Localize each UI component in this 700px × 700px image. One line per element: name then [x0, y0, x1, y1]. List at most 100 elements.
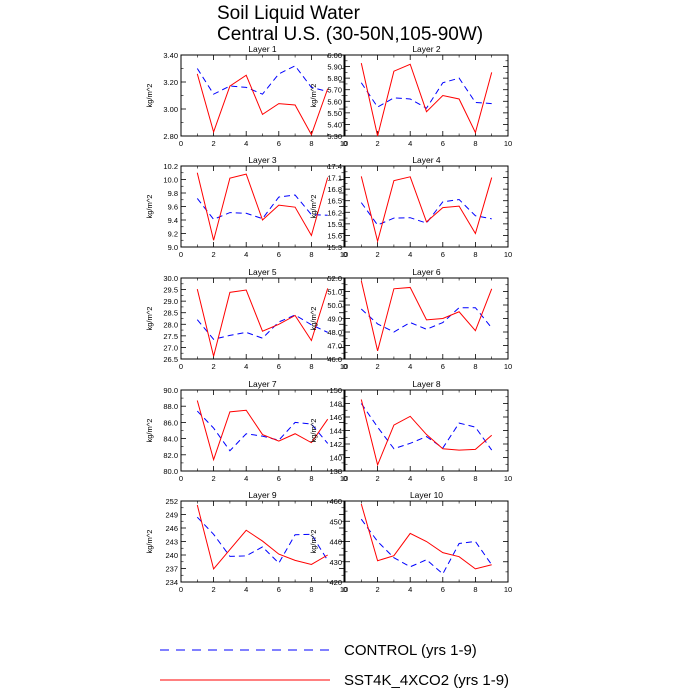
y-tick-label: 5.60 [327, 97, 342, 106]
x-tick-label: 10 [504, 250, 512, 259]
data-point-control [377, 106, 378, 107]
y-tick-label: 27.5 [163, 332, 178, 341]
plot-frame [180, 54, 345, 137]
data-point-control [361, 202, 362, 203]
data-point-control [262, 338, 263, 339]
x-tick-label: 2 [212, 139, 216, 148]
data-point-control [295, 194, 296, 195]
panel-layer-1: Layer 1 0 2 4 6 8 10 2.80 3.00 3.20 3.40 kg/m^2 [145, 44, 348, 148]
y-axis-label: kg/m^2 [309, 195, 318, 219]
x-tick-label: 10 [340, 362, 348, 371]
data-point-control [426, 436, 427, 437]
data-point-experiment [410, 64, 411, 65]
data-point-control [278, 196, 279, 197]
y-tick-label: 88.0 [163, 402, 178, 411]
panel-title: Layer 2 [412, 44, 441, 54]
panel-layer-7: Layer 7 0 2 4 6 8 10 80.0 82.0 84.0 86.0 88.0 90.0 kg… [145, 379, 348, 483]
y-tick-label: 50.0 [327, 301, 342, 310]
panel-layer-6: Layer 60 2 4 6 8 1046.047.048.049.050.051.052… [309, 267, 512, 371]
x-tick-label: 6 [277, 362, 281, 371]
data-point-experiment [278, 205, 279, 206]
y-tick-label: 246 [165, 524, 178, 533]
data-point-control [426, 108, 427, 109]
series-line-experiment [360, 176, 493, 244]
y-tick-label: 16.2 [327, 208, 342, 217]
data-point-experiment [410, 416, 411, 417]
x-tick-label: 6 [441, 585, 445, 594]
data-point-experiment [262, 540, 263, 541]
data-point-control [278, 563, 279, 564]
data-point-experiment [491, 72, 492, 73]
y-tick-label: 9.4 [168, 216, 178, 225]
y-tick-label: 51.0 [327, 288, 342, 297]
data-point-control [442, 82, 443, 83]
data-point-control [475, 102, 476, 103]
panel-layer-9: Layer 90 2 4 6 8 10234237240243246249252kg/m^… [145, 490, 348, 594]
y-tick-label: 142 [329, 440, 342, 449]
y-tick-label: 9.8 [168, 189, 178, 198]
data-point-experiment [311, 134, 312, 135]
data-point-control [229, 556, 230, 557]
data-point-experiment [442, 448, 443, 449]
x-tick-label: 10 [340, 250, 348, 259]
data-point-experiment [197, 504, 198, 505]
data-point-experiment [459, 311, 460, 312]
x-tick-label: 8 [473, 250, 477, 259]
y-tick-label: 243 [165, 538, 178, 547]
series-line-experiment [360, 503, 492, 570]
data-point-control [213, 339, 214, 340]
y-tick-label: 5.40 [327, 120, 342, 129]
x-tick-label: 0 [343, 139, 347, 148]
data-point-control [426, 222, 427, 223]
data-point-control [262, 546, 263, 547]
series-line-experiment [360, 62, 493, 137]
data-point-experiment [197, 172, 198, 173]
series-line-control [196, 314, 328, 340]
series-line-experiment [196, 400, 329, 462]
x-tick-label: 8 [309, 250, 313, 259]
x-tick-label: 4 [244, 139, 248, 148]
data-point-control [475, 427, 476, 428]
x-tick-label: 8 [309, 474, 313, 483]
y-tick-label: 6.00 [327, 51, 342, 60]
data-point-experiment [213, 240, 214, 241]
y-tick-label: 10.2 [163, 162, 178, 171]
data-point-experiment [491, 288, 492, 289]
panel-layer-2: Layer 20 2 4 6 8 105.305.405.505.605.705.805.… [309, 44, 512, 148]
data-point-experiment [229, 411, 230, 412]
data-point-experiment [278, 103, 279, 104]
x-tick-label: 4 [408, 474, 412, 483]
data-point-control [246, 87, 247, 88]
x-tick-label: 4 [244, 362, 248, 371]
data-point-experiment [426, 319, 427, 320]
x-tick-label: 2 [376, 474, 380, 483]
y-axis-label: kg/m^2 [145, 195, 154, 219]
data-point-experiment [295, 560, 296, 561]
x-tick-label: 8 [473, 585, 477, 594]
data-point-experiment [393, 555, 394, 556]
data-point-control [491, 327, 492, 328]
data-point-experiment [475, 568, 476, 569]
data-point-control [197, 198, 198, 199]
series-line-control [196, 410, 329, 452]
data-point-experiment [229, 85, 230, 86]
y-tick-label: 17.1 [327, 174, 342, 183]
y-tick-label: 9.0 [168, 243, 178, 252]
data-point-experiment [426, 541, 427, 542]
data-point-control [491, 449, 492, 450]
data-point-experiment [442, 207, 443, 208]
y-tick-label: 460 [329, 497, 342, 506]
y-tick-label: 90.0 [163, 386, 178, 395]
data-point-control [377, 427, 378, 428]
data-point-experiment [246, 289, 247, 290]
data-point-control [410, 322, 411, 323]
y-tick-label: 2.80 [163, 132, 178, 141]
y-tick-label: 5.90 [327, 63, 342, 72]
series-line-control [360, 403, 493, 451]
panel-title: Layer 6 [412, 267, 441, 277]
data-point-experiment [262, 434, 263, 435]
y-tick-label: 52.0 [327, 274, 342, 283]
y-tick-label: 249 [165, 511, 178, 520]
data-point-control [377, 323, 378, 324]
legend-control-label: CONTROL (yrs 1-9) [344, 642, 477, 659]
